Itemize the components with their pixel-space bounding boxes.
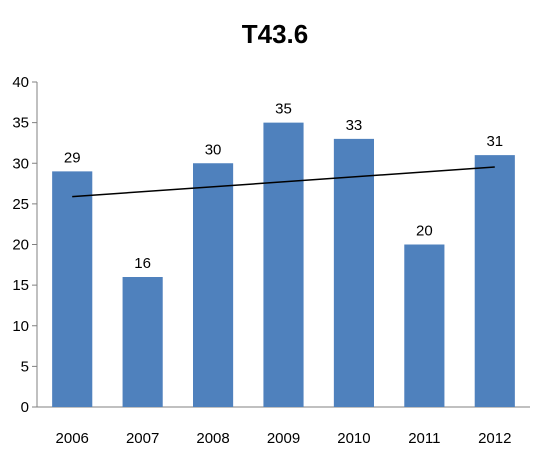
x-tick-label: 2011 <box>408 430 440 447</box>
y-tick-label: 35 <box>12 115 29 132</box>
x-tick-labels: 2006 2007 2008 2009 2010 2011 2012 <box>56 430 512 447</box>
bar <box>52 171 93 407</box>
bar <box>333 138 375 407</box>
x-tick-label: 2009 <box>267 430 300 447</box>
data-labels: 29 16 30 35 33 20 31 <box>64 101 503 272</box>
y-tick-label: 20 <box>12 237 29 254</box>
data-label: 30 <box>205 141 222 158</box>
y-tick-label: 25 <box>12 196 29 213</box>
y-tick-label: 40 <box>12 74 29 91</box>
x-tick-label: 2007 <box>126 430 159 447</box>
trendline-group <box>72 166 495 198</box>
y-tick-label: 30 <box>12 155 29 172</box>
data-label: 29 <box>64 149 81 166</box>
y-tick-label: 15 <box>12 277 29 294</box>
data-label: 20 <box>416 223 433 240</box>
bar <box>122 277 163 407</box>
x-tick-label: 2006 <box>56 430 89 447</box>
y-tick-label: 0 <box>21 399 29 416</box>
data-label: 16 <box>134 255 151 272</box>
trendline <box>72 166 495 198</box>
x-tick-label: 2008 <box>196 430 229 447</box>
bars <box>52 122 515 407</box>
data-label: 31 <box>486 133 503 150</box>
y-tick-labels: 0 5 10 15 20 25 30 35 40 <box>12 74 37 416</box>
data-label: 33 <box>346 117 363 134</box>
chart-title: T43.6 <box>242 19 309 49</box>
bar <box>404 244 445 407</box>
x-tick-label: 2012 <box>478 430 511 447</box>
bar <box>474 155 515 407</box>
data-label: 35 <box>275 101 292 118</box>
y-tick-label: 10 <box>12 318 29 335</box>
x-tick-label: 2010 <box>337 430 370 447</box>
y-tick-label: 5 <box>21 358 29 375</box>
bar <box>263 122 304 407</box>
bar <box>192 163 234 407</box>
